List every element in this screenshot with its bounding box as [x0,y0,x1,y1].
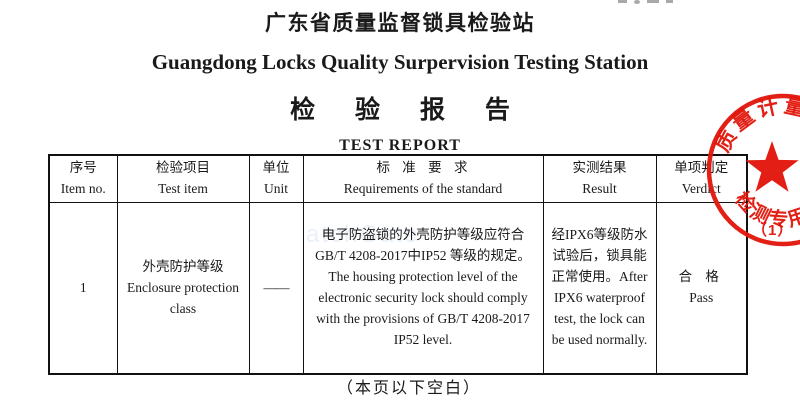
header-unit: 单位 Unit [248,154,304,203]
header-verdict-en: Verdict [681,180,721,196]
header-requirements-zh: 标 准 要 求 [376,160,470,175]
verdict-en: Pass [689,290,714,306]
header-test-item-en: Test item [158,180,208,196]
report-title-zh: 检 验 报 告 [290,96,521,124]
verdict-zh: 合 格 [678,269,724,285]
cell-requirement: 电子防盗锁的外壳防护等级应符合GB/T 4208-2017中IP52 等级的规定… [302,201,544,375]
cell-test-item: 外壳防护等级 Enclosure protection class [116,201,250,375]
header-requirements-en: Requirements of the standard [343,180,503,196]
clipped-page-text-fragment [618,0,728,5]
header-unit-zh: 单位 [262,160,290,175]
cell-item-no: 1 [48,201,118,375]
stamp-number: （1） [752,221,793,239]
station-title-zh: 广东省质量监督锁具检验站 [265,12,535,35]
report-header: 广东省质量监督锁具检验站 Guangdong Locks Quality Sur… [0,7,800,155]
header-requirements: 标 准 要 求 Requirements of the standard [302,154,544,203]
cell-result: 经IPX6等级防水试验后，锁具能正常使用。After IPX6 waterpro… [542,201,657,375]
cell-unit: —— [248,201,304,375]
station-title-en: Guangdong Locks Quality Surpervision Tes… [151,50,649,74]
report-title-en: TEST REPORT [339,137,461,154]
header-item-no-en: Item no. [60,180,106,196]
unit-dash: —— [263,279,290,295]
header-result-zh: 实测结果 [572,160,627,175]
header-verdict: 单项判定 Verdict [655,154,748,203]
test-item-zh: 外壳防护等级 [142,258,224,274]
header-test-item: 检验项目 Test item [116,154,250,203]
cell-verdict: 合 格 Pass [655,201,748,375]
header-result-en: Result [582,180,617,196]
header-verdict-zh: 单项判定 [674,160,729,175]
test-result-table: 序号 Item no. 检验项目 Test item 单位 Unit 标 准 要… [48,154,748,376]
table-row: 1 外壳防护等级 Enclosure protection class —— 电… [48,201,748,375]
header-unit-en: Unit [263,180,288,196]
header-item-no: 序号 Item no. [48,154,118,203]
test-item-en: Enclosure protection class [126,279,240,316]
header-item-no-zh: 序号 [69,160,97,175]
blank-below-note: （本页以下空白） [336,380,481,397]
header-test-item-zh: 检验项目 [156,160,210,175]
header-result: 实测结果 Result [542,154,657,203]
table-header-row: 序号 Item no. 检验项目 Test item 单位 Unit 标 准 要… [48,154,748,203]
